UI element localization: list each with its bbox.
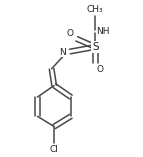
Text: O: O [66,29,73,38]
Text: Cl: Cl [50,145,59,154]
Text: S: S [92,42,99,52]
Text: N: N [59,48,66,57]
Text: O: O [97,65,104,74]
Text: NH: NH [96,27,110,36]
Text: CH₃: CH₃ [87,5,104,14]
